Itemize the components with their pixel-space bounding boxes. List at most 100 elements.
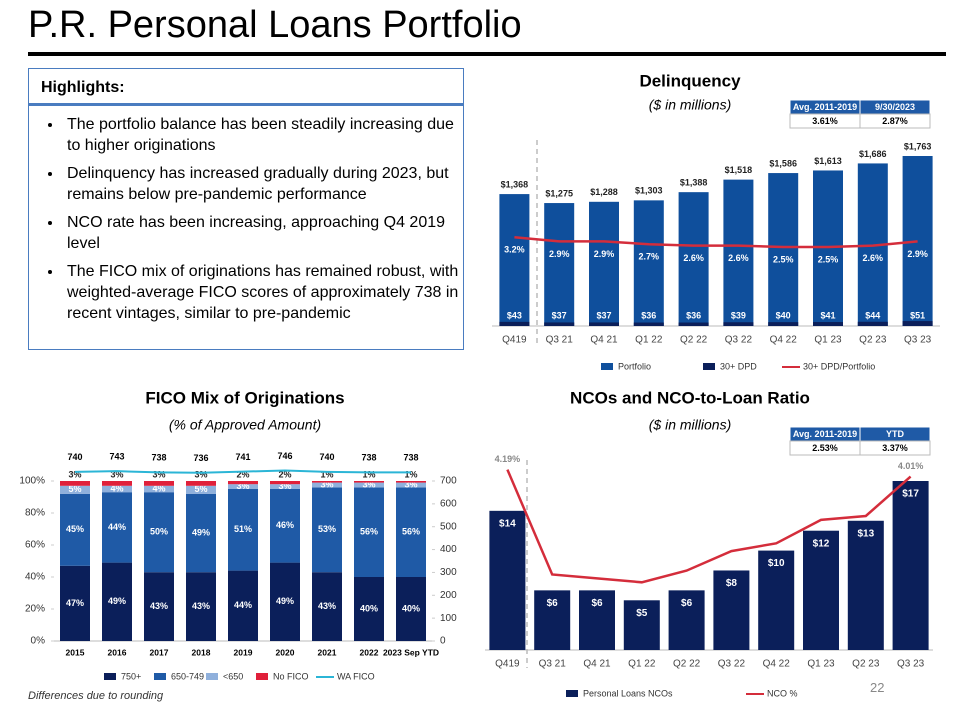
line-value-label: 4.19% [495, 454, 521, 464]
bar-segment [186, 572, 216, 641]
x-tick-label: 2021 [318, 647, 337, 657]
value-label: $5 [636, 608, 648, 619]
chart-title: FICO Mix of Originations [145, 388, 344, 407]
bar [902, 156, 933, 326]
bar [534, 590, 571, 650]
value-label: 43% [192, 601, 210, 611]
x-tick-label: Q2 23 [859, 335, 887, 346]
bar-segment [186, 493, 216, 573]
value-label: 1% [362, 469, 375, 479]
bullet: The portfolio balance has been steadily … [63, 114, 463, 156]
value-label: 56% [402, 527, 420, 537]
legend-swatch [104, 673, 116, 680]
bar-segment [312, 487, 342, 573]
line-value-label: 2.9% [907, 249, 928, 259]
value-label: $6 [591, 598, 603, 609]
value-label: $10 [768, 558, 785, 569]
value-label: 53% [318, 524, 336, 534]
x-tick-label: 2019 [234, 647, 253, 657]
bar [892, 481, 929, 650]
bar-segment [396, 481, 426, 483]
bar-segment [354, 481, 384, 483]
bar-segment [396, 487, 426, 577]
y-tick-label: 80% [25, 508, 45, 519]
x-tick-label: Q4 22 [763, 659, 791, 670]
x-tick-label: 2020 [276, 647, 295, 657]
bar [499, 194, 530, 326]
x-tick-label: Q4 22 [770, 335, 798, 346]
bar [723, 322, 754, 326]
bar [813, 322, 843, 326]
line-value-label: 740 [319, 452, 334, 462]
bar [768, 322, 799, 326]
ratio-line [506, 469, 912, 584]
x-tick-label: Q419 [502, 335, 527, 346]
line-value-label: 746 [277, 451, 292, 461]
value-label: 5% [68, 484, 81, 494]
value-label: 3% [278, 481, 291, 491]
line-value-label: 736 [193, 453, 208, 463]
value-label: $13 [857, 528, 874, 539]
value-label: 3% [320, 479, 333, 489]
legend-label: WA FICO [337, 671, 375, 681]
bar-segment [60, 565, 90, 641]
value-label: $36 [641, 310, 656, 320]
bar-segment [354, 482, 384, 488]
x-tick-label: Q3 22 [718, 659, 746, 670]
x-tick-label: Q2 23 [852, 659, 880, 670]
y-tick-label: 40% [25, 572, 45, 583]
value-label: $17 [902, 489, 919, 500]
value-label: 2% [236, 469, 249, 479]
slide-title: P.R. Personal Loans Portfolio [28, 4, 522, 46]
value-label: $51 [910, 310, 925, 320]
bar-segment [144, 481, 174, 486]
y2-tick-label: 100 [440, 613, 457, 624]
table-header: Avg. 2011-2019 [793, 102, 857, 112]
value-label: 3% [194, 469, 207, 479]
value-label: 49% [192, 527, 210, 537]
value-label: $6 [547, 598, 559, 609]
value-label: $1,288 [590, 187, 618, 197]
x-tick-label: Q1 23 [807, 659, 835, 670]
legend-swatch [601, 363, 613, 370]
bar-segment [102, 492, 132, 563]
bar-segment [102, 485, 132, 493]
value-label: 4% [152, 483, 165, 493]
x-tick-label: Q3 23 [904, 335, 932, 346]
bar-segment [186, 485, 216, 494]
bar [803, 530, 839, 650]
y2-tick-label: 600 [440, 498, 457, 509]
legend-label: No FICO [273, 671, 309, 681]
legend-label: 30+ DPD [720, 361, 757, 371]
table-header: Avg. 2011-2019 [793, 429, 857, 439]
bar-segment [270, 562, 300, 641]
bar-segment [312, 481, 342, 483]
x-tick-label: Q4 21 [590, 335, 618, 346]
legend-swatch [206, 673, 218, 680]
value-label: $1,518 [725, 165, 753, 175]
bar [678, 322, 709, 326]
bar [589, 201, 619, 326]
legend-label: Portfolio [618, 361, 651, 371]
value-label: $1,275 [545, 188, 573, 198]
line-value-label: 2.5% [818, 254, 839, 264]
line-value-label: 2.6% [863, 253, 884, 263]
bar [857, 321, 888, 326]
value-label: 3% [404, 479, 417, 489]
x-tick-label: Q3 22 [725, 335, 753, 346]
value-label: 1% [404, 469, 417, 479]
value-label: 47% [66, 598, 84, 608]
table-header: YTD [886, 429, 905, 439]
bar [668, 590, 705, 650]
value-label: $37 [596, 310, 611, 320]
value-label: 40% [402, 603, 420, 613]
value-label: $1,303 [635, 186, 663, 196]
value-label: 43% [150, 601, 168, 611]
line-value-label: 2.9% [549, 249, 570, 259]
value-label: 49% [108, 596, 126, 606]
chart-title: Delinquency [639, 71, 741, 90]
bar-segment [60, 485, 90, 494]
bar [633, 322, 664, 326]
value-label: $1,388 [680, 178, 708, 188]
